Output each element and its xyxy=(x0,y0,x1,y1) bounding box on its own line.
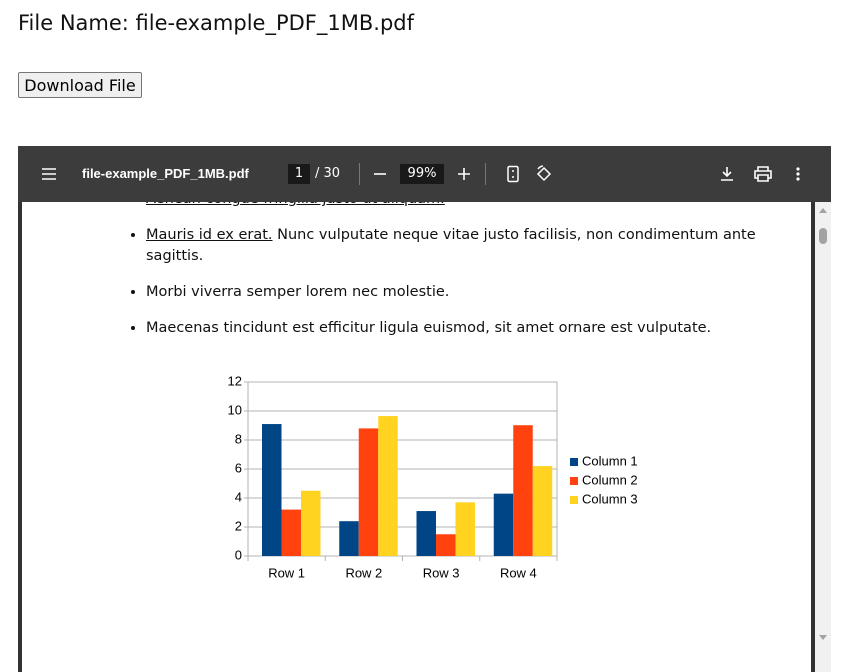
page-count: / 30 xyxy=(315,166,341,181)
zoom-out[interactable] xyxy=(372,166,388,182)
pdf-page: Aenean congue fringilla justo ut aliquam… xyxy=(22,202,811,672)
page-input[interactable]: 1 xyxy=(288,164,310,184)
more-icon[interactable] xyxy=(790,165,806,183)
scrollbar[interactable] xyxy=(815,202,831,672)
bullet: Mauris id ex erat. Nunc vulputate neque … xyxy=(146,225,756,267)
bullet-list: Aenean congue fringilla justo ut aliquam… xyxy=(125,202,756,354)
pdf-viewer: file-example_PDF_1MB.pdf 1 / 30 99% Aene… xyxy=(18,146,831,672)
scroll-down[interactable] xyxy=(818,634,828,642)
print-icon[interactable] xyxy=(753,165,773,183)
link[interactable]: Mauris id ex erat. xyxy=(146,227,273,243)
download-button[interactable]: Download File xyxy=(18,72,142,98)
link[interactable]: Aenean congue fringilla justo ut aliquam… xyxy=(146,202,445,207)
bullet-text: Maecenas tincidunt est efficitur ligula … xyxy=(146,320,712,336)
bullet-text: Morbi viverra semper lorem nec molestie. xyxy=(146,284,450,300)
scroll-up[interactable] xyxy=(818,206,828,214)
bullet-text: Nunc vulputate neque vitae justo facilis… xyxy=(146,227,756,264)
bullet: Aenean congue fringilla justo ut aliquam… xyxy=(146,202,756,210)
rotate[interactable] xyxy=(534,164,554,184)
bullet: Morbi viverra semper lorem nec molestie. xyxy=(146,282,756,303)
viewer-title: file-example_PDF_1MB.pdf xyxy=(82,166,249,181)
download-icon[interactable] xyxy=(718,165,736,183)
menu-icon[interactable] xyxy=(40,165,58,183)
separator xyxy=(359,163,360,185)
separator xyxy=(485,163,486,185)
file-name: File Name: file-example_PDF_1MB.pdf xyxy=(18,11,414,35)
bullet: Maecenas tincidunt est efficitur ligula … xyxy=(146,318,756,339)
scroll-thumb[interactable] xyxy=(819,228,827,244)
fit-page[interactable] xyxy=(505,165,521,183)
viewer-toolbar: file-example_PDF_1MB.pdf 1 / 30 99% xyxy=(18,146,831,202)
zoom-in[interactable] xyxy=(456,166,472,182)
zoom-input[interactable]: 99% xyxy=(400,164,444,184)
